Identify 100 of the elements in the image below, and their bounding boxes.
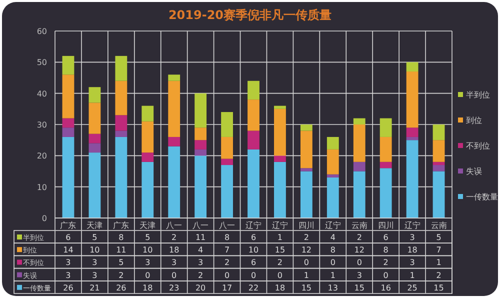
data-label: 18: [169, 246, 180, 255]
bar: [88, 87, 101, 103]
x-tick-label: 四川: [298, 221, 314, 230]
data-label: 22: [248, 283, 259, 292]
bar: [274, 108, 286, 156]
x-tick-label: 广东: [60, 221, 76, 230]
data-label: 0: [356, 258, 362, 268]
data-label: 0: [277, 270, 283, 280]
data-label: 20: [195, 283, 206, 292]
data-label: 16: [380, 283, 391, 292]
data-label: 5: [145, 233, 150, 242]
data-label: 3: [92, 258, 98, 268]
data-label: 3: [145, 258, 150, 268]
bar: [248, 80, 260, 100]
bar: [353, 162, 366, 172]
bar: [326, 177, 339, 218]
bar: [432, 171, 445, 218]
bar: [353, 124, 366, 162]
x-tick-label: 八一: [192, 221, 209, 230]
bar: [274, 162, 286, 218]
data-label: 11: [195, 233, 206, 242]
bar: [142, 152, 154, 162]
data-label: 12: [301, 246, 312, 255]
data-label: 6: [383, 233, 388, 242]
data-label: 2: [224, 258, 230, 268]
x-tick-label: 辽宁: [272, 221, 288, 230]
data-label: 2: [277, 258, 283, 268]
y-tick-label: 50: [36, 58, 47, 68]
bar: [406, 128, 418, 137]
legend-label: 失误: [466, 167, 482, 176]
bar: [300, 130, 312, 168]
data-label: 2: [118, 270, 124, 280]
data-label: 4: [330, 233, 336, 242]
data-label: 2: [172, 233, 177, 242]
data-label: 0: [304, 258, 309, 268]
x-tick-label: 天津: [140, 221, 156, 230]
data-label: 8: [330, 246, 336, 255]
legend-label: 到位: [466, 116, 482, 125]
bar: [62, 128, 74, 137]
x-tick-label: 八一: [166, 221, 182, 230]
data-label: 1: [410, 270, 415, 280]
x-tick-label: 辽宁: [246, 221, 262, 230]
data-label: 5: [118, 258, 124, 268]
data-label: 8: [118, 233, 124, 242]
data-label: 2: [304, 233, 309, 242]
data-label: 13: [328, 283, 338, 292]
data-label: 0: [250, 270, 256, 280]
bar: [353, 171, 366, 218]
bar: [142, 106, 154, 122]
bar: [380, 162, 392, 168]
data-label: 4: [198, 246, 204, 255]
bar: [142, 162, 154, 218]
y-tick-label: 0: [42, 214, 47, 223]
data-label: 8: [383, 246, 388, 255]
bar: [248, 100, 260, 131]
bar: [326, 136, 339, 150]
data-label: 0: [145, 270, 150, 280]
bar: [380, 118, 392, 137]
bar: [380, 168, 392, 218]
y-tick-label: 40: [36, 89, 47, 98]
data-label: 2: [383, 258, 388, 268]
data-label: 10: [248, 246, 259, 255]
bar: [274, 106, 286, 109]
data-label: 3: [410, 258, 415, 268]
bar: [115, 80, 128, 116]
bar: [221, 112, 233, 137]
y-tick-label: 20: [36, 152, 47, 161]
bar: [300, 124, 312, 131]
bar: [115, 130, 128, 137]
y-tick-label: 10: [36, 182, 47, 192]
data-label: 3: [66, 270, 71, 280]
bar: [432, 140, 445, 162]
data-label: 26: [116, 283, 126, 292]
bar: [406, 136, 418, 140]
bar: [168, 74, 180, 81]
bar: [221, 136, 233, 159]
data-label: 15: [274, 246, 286, 255]
bar: [432, 162, 445, 166]
data-label: 21: [90, 283, 100, 292]
data-label: 15: [434, 283, 444, 292]
data-label: 7: [436, 246, 442, 255]
data-label: 5: [92, 233, 98, 242]
bar: [168, 80, 180, 137]
bar: [88, 102, 101, 134]
data-label: 0: [172, 270, 177, 280]
bar: [221, 158, 233, 166]
bar: [248, 130, 260, 150]
bar: [432, 124, 445, 140]
bar: [194, 149, 207, 156]
bar: [380, 136, 392, 162]
bar: [62, 74, 74, 118]
data-label: 6: [250, 233, 256, 242]
bar: [432, 165, 445, 172]
data-label: 26: [63, 283, 74, 292]
bar: [406, 72, 418, 128]
bar: [62, 56, 74, 75]
bar: [274, 156, 286, 162]
bar: [221, 165, 233, 218]
data-label: 1: [304, 270, 309, 280]
data-label: 15: [354, 283, 364, 292]
